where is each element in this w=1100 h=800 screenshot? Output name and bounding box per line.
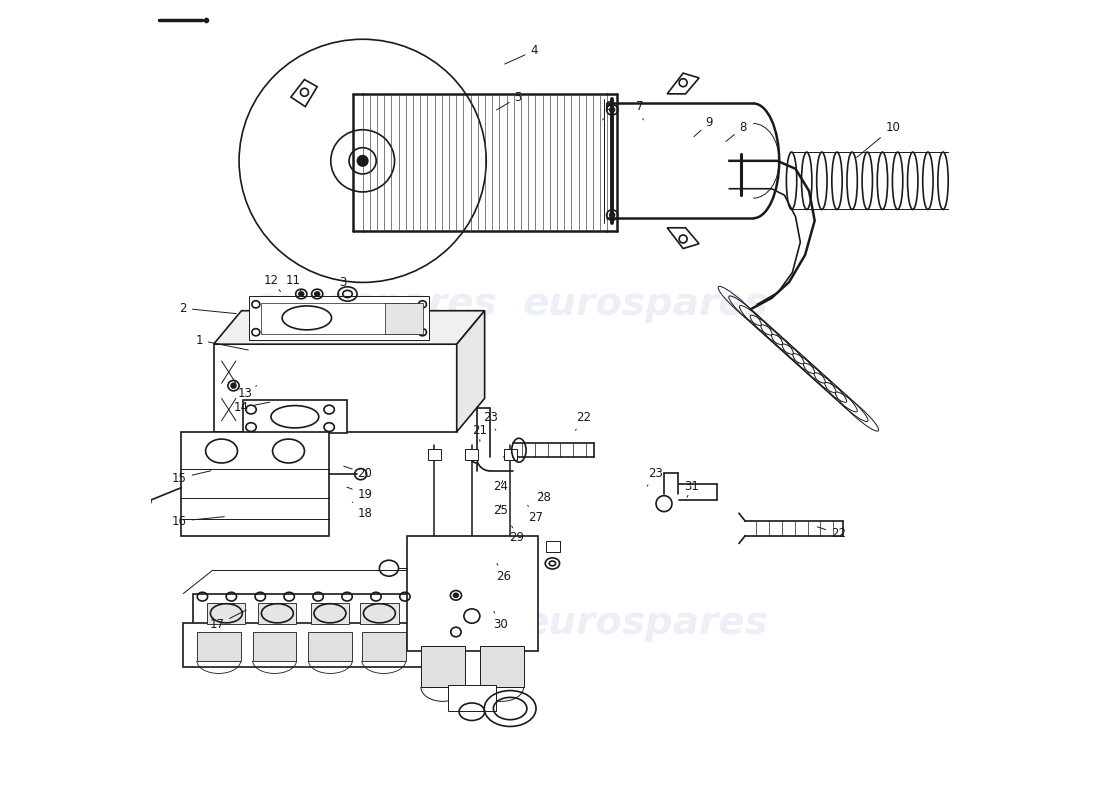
Bar (182, 432, 329, 535)
Text: eurospares: eurospares (252, 286, 497, 323)
Text: 19: 19 (346, 487, 373, 501)
Ellipse shape (453, 594, 459, 598)
Text: 1: 1 (196, 334, 249, 350)
Text: 23: 23 (483, 411, 497, 430)
Ellipse shape (299, 292, 304, 296)
Bar (258, 602, 297, 624)
Polygon shape (213, 310, 485, 344)
Text: 22: 22 (575, 411, 591, 430)
Text: 28: 28 (536, 490, 551, 504)
Text: 27: 27 (528, 506, 543, 525)
Bar (546, 541, 560, 552)
Bar (253, 632, 297, 661)
Text: 4: 4 (505, 44, 538, 64)
Text: eurospares: eurospares (252, 604, 497, 642)
Text: 24: 24 (493, 479, 508, 493)
Text: 17: 17 (209, 610, 246, 631)
Text: 30: 30 (493, 611, 508, 631)
Text: 26: 26 (496, 563, 512, 583)
Text: 16: 16 (172, 514, 224, 528)
Text: 3: 3 (339, 275, 346, 294)
Polygon shape (456, 310, 485, 432)
Bar (428, 449, 441, 460)
Text: 25: 25 (493, 503, 508, 517)
Bar (308, 632, 352, 661)
Bar (361, 602, 398, 624)
Bar (385, 302, 424, 334)
Text: 15: 15 (172, 470, 211, 485)
Text: eurospares: eurospares (522, 286, 769, 323)
Text: 18: 18 (352, 502, 373, 520)
Text: 12: 12 (264, 274, 280, 291)
Bar (448, 686, 496, 711)
Text: 22: 22 (817, 527, 846, 541)
Bar (192, 594, 415, 626)
Text: eurospares: eurospares (522, 604, 769, 642)
Bar (421, 646, 464, 687)
Text: 23: 23 (647, 467, 662, 486)
Bar (465, 449, 478, 460)
Polygon shape (290, 79, 317, 106)
Bar (362, 632, 406, 661)
Bar (311, 602, 349, 624)
Text: 5: 5 (496, 90, 521, 110)
Text: 7: 7 (636, 100, 644, 120)
Text: 29: 29 (509, 526, 524, 544)
Text: 8: 8 (726, 121, 747, 142)
Ellipse shape (231, 383, 235, 388)
Text: 10: 10 (857, 121, 900, 158)
Bar (262, 302, 417, 334)
Bar (250, 296, 429, 340)
Bar (243, 400, 346, 434)
Polygon shape (668, 73, 700, 94)
Text: 11: 11 (286, 274, 301, 291)
Text: 9: 9 (694, 116, 713, 137)
Bar (407, 536, 538, 651)
Text: 6: 6 (603, 100, 612, 120)
Bar (197, 632, 241, 661)
Text: 14: 14 (233, 402, 270, 414)
Bar (184, 623, 424, 667)
Bar (480, 646, 524, 687)
Text: 2: 2 (179, 302, 236, 315)
Polygon shape (668, 228, 700, 249)
Bar (207, 602, 245, 624)
Ellipse shape (358, 156, 367, 166)
Text: 31: 31 (684, 479, 700, 498)
Polygon shape (213, 344, 456, 432)
Bar (504, 449, 517, 460)
Text: 20: 20 (344, 466, 373, 480)
Text: 13: 13 (238, 386, 256, 400)
Ellipse shape (315, 292, 320, 296)
Text: 21: 21 (472, 424, 487, 442)
